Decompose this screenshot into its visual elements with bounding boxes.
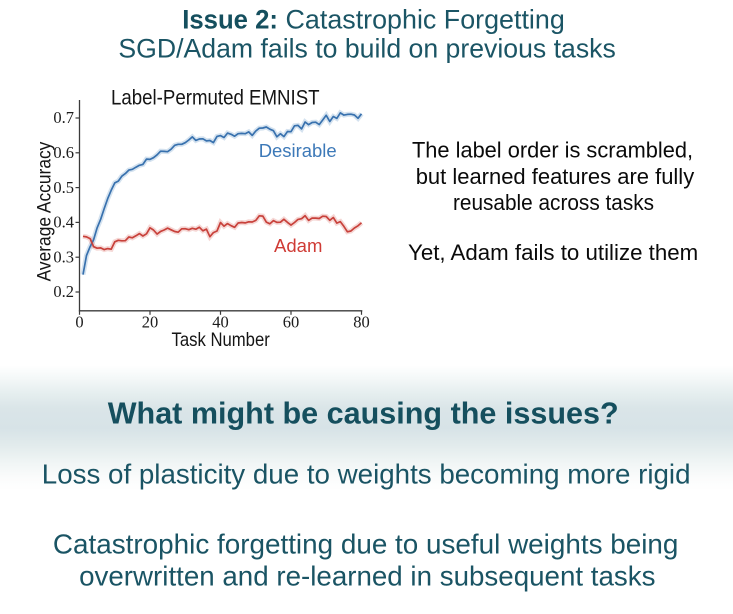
svg-text:Task Number: Task Number <box>172 329 271 351</box>
svg-text:but learned features are fully: but learned features are fully <box>416 164 695 189</box>
svg-text:Adam: Adam <box>274 235 322 256</box>
svg-text:Catastrophic Forgetting: Catastrophic Forgetting <box>286 5 565 35</box>
svg-text:40: 40 <box>212 313 229 332</box>
svg-text:Loss of plasticity due to weig: Loss of plasticity due to weights becomi… <box>42 459 691 490</box>
svg-text:reusable across tasks: reusable across tasks <box>453 190 654 215</box>
svg-text:0.5: 0.5 <box>53 178 74 197</box>
svg-text:Catastrophic forgetting due to: Catastrophic forgetting due to useful we… <box>53 529 679 560</box>
svg-text:What might be causing the issu: What might be causing the issues? <box>108 396 619 430</box>
svg-text:0.4: 0.4 <box>53 213 74 232</box>
svg-text:The label order is scrambled,: The label order is scrambled, <box>412 137 693 162</box>
svg-text:Desirable: Desirable <box>259 140 337 161</box>
svg-text:Issue 2:: Issue 2: <box>182 5 278 35</box>
svg-text:20: 20 <box>142 313 159 332</box>
svg-text:0.2: 0.2 <box>53 282 74 301</box>
svg-text:Yet, Adam fails to utilize the: Yet, Adam fails to utilize them <box>408 240 698 265</box>
svg-text:overwritten and re-learned in: overwritten and re-learned in subsequent… <box>79 561 655 592</box>
svg-text:0.6: 0.6 <box>53 143 74 162</box>
svg-text:Label-Permuted EMNIST: Label-Permuted EMNIST <box>111 86 320 110</box>
svg-text:SGD/Adam fails to build on pre: SGD/Adam fails to build on previous task… <box>118 33 615 63</box>
svg-text:60: 60 <box>283 313 300 332</box>
svg-text:80: 80 <box>353 313 370 332</box>
svg-text:Average Accuracy: Average Accuracy <box>35 141 56 281</box>
svg-text:0.7: 0.7 <box>53 108 74 127</box>
svg-text:0.3: 0.3 <box>53 247 74 266</box>
svg-text:0: 0 <box>75 313 83 332</box>
